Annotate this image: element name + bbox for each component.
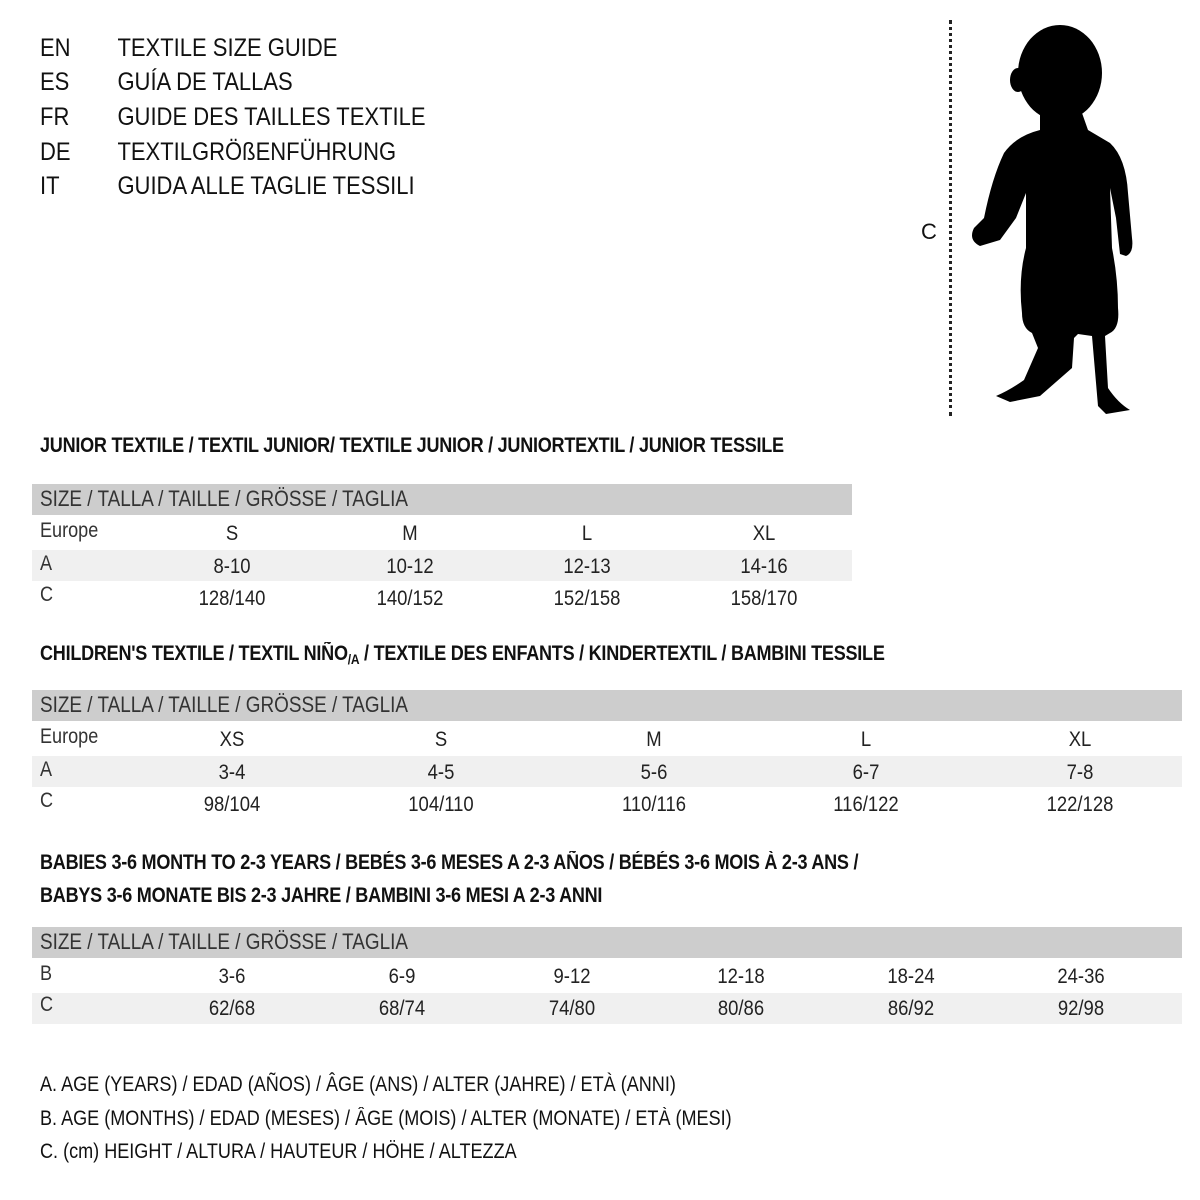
table-cell: 98/104 (203, 793, 261, 816)
lang-code: DE (40, 138, 71, 166)
table-cell: XL (752, 522, 776, 545)
title-line-fr: FR GUIDE DES TAILLES TEXTILE (40, 103, 426, 132)
table-cell: 86/92 (887, 997, 935, 1020)
table-cell: 128/140 (198, 587, 266, 610)
table-row: A 8-10 10-12 12-13 14-16 (32, 550, 852, 581)
table-cell: M (402, 522, 418, 545)
table-header: SIZE / TALLA / TAILLE / GRÖSSE / TAGLIA (32, 690, 1182, 721)
table-cell: 116/122 (833, 793, 899, 816)
table-cell: 12-18 (717, 965, 765, 988)
lang-code: EN (40, 34, 71, 62)
table-cell: 6-9 (388, 965, 416, 988)
table-cell: 14-16 (740, 555, 788, 578)
title-line-de: DE TEXTILGRÖßENFÜHRUNG (40, 138, 396, 167)
heading-text: / TEXTILE DES ENFANTS / KINDERTEXTIL / B… (359, 642, 885, 665)
table-cell: 3-4 (218, 761, 246, 784)
table-cell: 92/98 (1057, 997, 1105, 1020)
title-text: TEXTILE SIZE GUIDE (117, 34, 338, 62)
height-measure-line (949, 20, 952, 416)
table-cell: 74/80 (548, 997, 596, 1020)
height-measure-label: C (921, 219, 937, 244)
table-row: B 3-6 6-9 9-12 12-18 18-24 24-36 (32, 960, 1182, 991)
legend-c: C. (cm) HEIGHT / ALTURA / HAUTEUR / HÖHE… (40, 1140, 517, 1163)
table-header: SIZE / TALLA / TAILLE / GRÖSSE / TAGLIA (32, 927, 1182, 958)
lang-code: FR (40, 103, 70, 131)
table-cell: 24-36 (1057, 965, 1105, 988)
title-line-it: IT GUIDA ALLE TAGLIE TESSILI (40, 172, 415, 201)
table-cell: 5-6 (640, 761, 668, 784)
table-cell: 158/170 (730, 587, 798, 610)
table-cell: L (860, 728, 872, 751)
row-label: B (40, 962, 53, 985)
table-cell: XS (219, 728, 245, 751)
heading-subscript: /A (347, 651, 360, 667)
table-cell: XL (1068, 728, 1092, 751)
babies-size-table: SIZE / TALLA / TAILLE / GRÖSSE / TAGLIA … (32, 927, 1182, 1027)
table-header: SIZE / TALLA / TAILLE / GRÖSSE / TAGLIA (32, 484, 852, 515)
table-cell: 4-5 (427, 761, 455, 784)
table-row: Europe S M L XL (32, 517, 852, 548)
babies-heading-line-1: BABIES 3-6 MONTH TO 2-3 YEARS / BEBÉS 3-… (40, 851, 859, 874)
table-cell: 152/158 (553, 587, 621, 610)
row-label: A (40, 758, 53, 781)
header-text: SIZE / TALLA / TAILLE / GRÖSSE / TAGLIA (40, 929, 409, 954)
legend-a: A. AGE (YEARS) / EDAD (AÑOS) / ÂGE (ANS)… (40, 1073, 676, 1096)
title-line-es: ES GUÍA DE TALLAS (40, 68, 293, 97)
row-label: Europe (40, 519, 99, 542)
table-cell: 18-24 (887, 965, 935, 988)
table-cell: S (434, 728, 448, 751)
header-text: SIZE / TALLA / TAILLE / GRÖSSE / TAGLIA (40, 692, 409, 717)
legend-b: B. AGE (MONTHS) / EDAD (MESES) / ÂGE (MO… (40, 1107, 732, 1130)
table-cell: 140/152 (376, 587, 444, 610)
table-cell: 104/110 (408, 793, 474, 816)
title-text: TEXTILGRÖßENFÜHRUNG (117, 138, 397, 166)
title-text: GUIDE DES TAILLES TEXTILE (117, 103, 426, 131)
table-cell: 3-6 (218, 965, 246, 988)
table-row: C 128/140 140/152 152/158 158/170 (32, 583, 852, 614)
table-cell: 62/68 (208, 997, 256, 1020)
row-label: C (40, 789, 54, 812)
title-text: GUÍA DE TALLAS (117, 68, 293, 96)
row-label: Europe (40, 725, 99, 748)
table-cell: S (225, 522, 239, 545)
table-cell: 6-7 (852, 761, 880, 784)
table-cell: 9-12 (553, 965, 591, 988)
table-cell: 80/86 (717, 997, 765, 1020)
table-cell: 8-10 (213, 555, 251, 578)
table-cell: 110/116 (621, 793, 687, 816)
table-cell: M (646, 728, 662, 751)
table-cell: 7-8 (1066, 761, 1094, 784)
table-row: C 62/68 68/74 74/80 80/86 86/92 92/98 (32, 993, 1182, 1024)
table-cell: 68/74 (378, 997, 426, 1020)
row-label: C (40, 583, 54, 606)
row-label: A (40, 552, 53, 575)
lang-code: IT (40, 172, 60, 200)
junior-size-table: SIZE / TALLA / TAILLE / GRÖSSE / TAGLIA … (32, 484, 852, 616)
child-silhouette-icon (972, 25, 1133, 414)
row-label: C (40, 993, 54, 1016)
title-line-en: EN TEXTILE SIZE GUIDE (40, 34, 337, 63)
babies-heading-line-2: BABYS 3-6 MONATE BIS 2-3 JAHRE / BAMBINI… (40, 884, 603, 907)
table-cell: 10-12 (386, 555, 434, 578)
table-row: Europe XS S M L XL (32, 723, 1182, 754)
children-heading: CHILDREN'S TEXTILE / TEXTIL NIÑO/A / TEX… (40, 642, 885, 667)
table-cell: L (581, 522, 593, 545)
table-cell: 122/128 (1046, 793, 1114, 816)
title-text: GUIDA ALLE TAGLIE TESSILI (117, 172, 415, 200)
table-row: A 3-4 4-5 5-6 6-7 7-8 (32, 756, 1182, 787)
table-row: C 98/104 104/110 110/116 116/122 122/128 (32, 789, 1182, 820)
lang-code: ES (40, 68, 70, 96)
heading-text: CHILDREN'S TEXTILE / TEXTIL NIÑO (40, 642, 348, 665)
header-text: SIZE / TALLA / TAILLE / GRÖSSE / TAGLIA (40, 486, 409, 511)
junior-heading: JUNIOR TEXTILE / TEXTIL JUNIOR/ TEXTILE … (40, 434, 784, 457)
table-cell: 12-13 (563, 555, 611, 578)
children-size-table: SIZE / TALLA / TAILLE / GRÖSSE / TAGLIA … (32, 690, 1182, 822)
